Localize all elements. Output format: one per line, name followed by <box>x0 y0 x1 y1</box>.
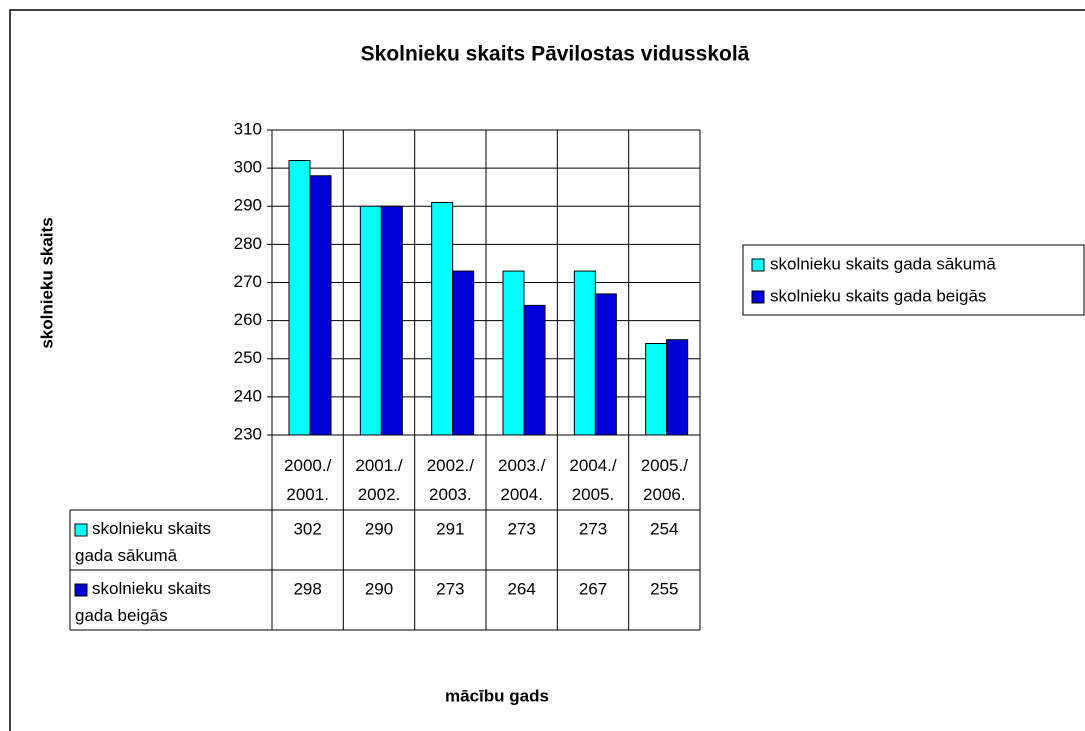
legend-label: skolnieku skaits gada beigās <box>770 286 986 305</box>
bar <box>502 270 525 436</box>
table-swatch <box>74 583 88 597</box>
y-tick-label: 310 <box>234 119 262 138</box>
legend-swatch <box>751 290 765 304</box>
y-tick-label: 280 <box>234 234 262 253</box>
x-tick-label: 2005./2006. <box>641 456 689 504</box>
chart-border <box>9 9 1085 731</box>
x-axis-label: mācību gads <box>445 686 549 705</box>
bar <box>523 304 546 436</box>
y-axis-label: skolnieku skaits <box>37 217 56 348</box>
table-cell: 273 <box>579 519 607 538</box>
y-tick-label: 230 <box>234 424 262 443</box>
bar <box>309 175 332 436</box>
x-tick-label: 2000./2001. <box>284 456 332 504</box>
x-tick-label: 2001./2002. <box>355 456 403 504</box>
table-row-label: skolnieku skaits gada sākumā <box>75 519 211 565</box>
y-tick-label: 260 <box>234 310 262 329</box>
chart-title: Skolnieku skaits Pāvilostas vidusskolā <box>361 43 750 66</box>
table-cell: 267 <box>579 579 607 598</box>
x-tick-label: 2002./2003. <box>427 456 475 504</box>
table-cell: 273 <box>436 579 464 598</box>
table-cell: 264 <box>507 579 535 598</box>
bar <box>431 201 454 436</box>
legend-label: skolnieku skaits gada sākumā <box>770 254 996 273</box>
table-cell: 273 <box>507 519 535 538</box>
x-tick-label: 2003./2004. <box>498 456 546 504</box>
bar <box>645 343 668 436</box>
legend-swatch <box>751 258 765 272</box>
y-tick-label: 240 <box>234 386 262 405</box>
table-cell: 302 <box>293 519 321 538</box>
x-tick-label: 2004./2005. <box>569 456 617 504</box>
table-cell: 254 <box>650 519 678 538</box>
table-cell: 291 <box>436 519 464 538</box>
bar <box>359 205 382 436</box>
bar <box>288 160 311 436</box>
bar <box>380 205 403 436</box>
table-swatch <box>74 523 88 537</box>
table-row-label: skolnieku skaits gada beigās <box>75 579 211 625</box>
table-cell: 255 <box>650 579 678 598</box>
y-tick-label: 250 <box>234 348 262 367</box>
table-cell: 298 <box>293 579 321 598</box>
bar <box>573 270 596 436</box>
bar <box>452 270 475 436</box>
y-tick-label: 300 <box>234 158 262 177</box>
bar <box>594 293 617 436</box>
bar <box>666 339 689 436</box>
y-tick-label: 270 <box>234 272 262 291</box>
legend-box <box>742 244 1085 316</box>
table-cell: 290 <box>365 579 393 598</box>
table-cell: 290 <box>365 519 393 538</box>
y-tick-label: 290 <box>234 196 262 215</box>
